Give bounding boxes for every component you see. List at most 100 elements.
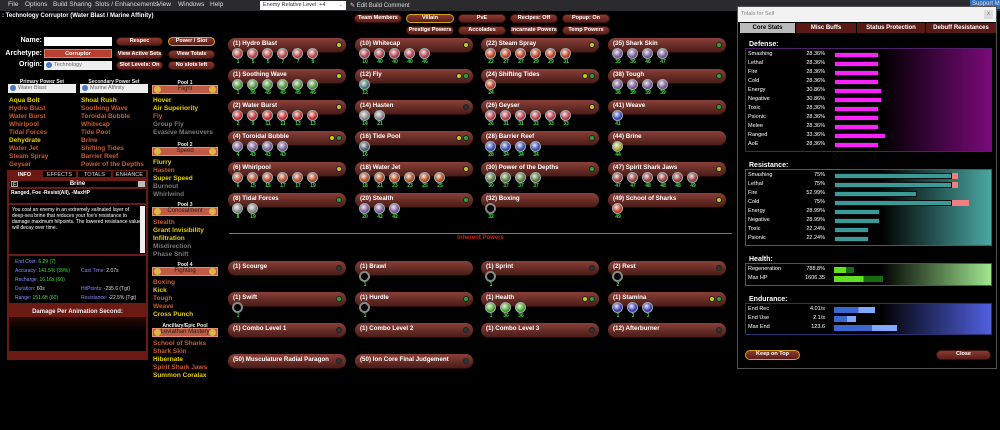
top-button-prestige-powers[interactable]: Prestige Powers xyxy=(406,26,454,35)
top-button-team-members[interactable]: Team Members xyxy=(354,14,402,23)
top-button-accolades[interactable]: Accolades xyxy=(458,26,506,35)
archetype-select[interactable]: Corruptor xyxy=(44,49,112,58)
enhancement-icon[interactable] xyxy=(530,48,541,59)
power-slot-spirit-shark-jaws[interactable]: (47) Spirit Shark Jaws xyxy=(608,162,726,176)
pool-select-leviathan-mastery[interactable]: Leviathan Mastery xyxy=(152,328,218,337)
power-flurry[interactable]: Flurry xyxy=(153,159,172,166)
power-slot-hasten[interactable]: (14) Hasten xyxy=(355,100,473,114)
enhancement-icon[interactable] xyxy=(307,172,318,183)
power-slot-combo-level-1[interactable]: (1) Combo Level 1 xyxy=(228,323,346,337)
power-school-of-sharks[interactable]: School of Sharks xyxy=(153,340,207,347)
power-hover[interactable]: Hover xyxy=(153,97,172,104)
enhancement-icon[interactable] xyxy=(530,141,541,152)
info-tab-enhance[interactable]: ENHANCE xyxy=(112,170,147,178)
power-grant-invisibility[interactable]: Grant Invisibility xyxy=(153,227,204,234)
enhancement-icon[interactable] xyxy=(485,48,496,59)
enhancement-icon[interactable] xyxy=(657,172,668,183)
enhancement-icon[interactable] xyxy=(672,172,683,183)
enhancement-icon[interactable] xyxy=(247,79,258,90)
power-whirlwind[interactable]: Whirlwind xyxy=(153,191,185,198)
power-power-of-the-depths[interactable]: Power of the Depths xyxy=(81,161,144,168)
power-slot-barrier-reef[interactable]: (28) Barrier Reef xyxy=(481,131,599,145)
enemy-level-select[interactable]: Enemy Relative Level: +4 ⌄ xyxy=(260,1,346,10)
enhancement-icon[interactable] xyxy=(307,48,318,59)
power-weave[interactable]: Weave xyxy=(153,303,174,310)
power-whirlpool[interactable]: Whirlpool xyxy=(9,121,39,128)
power-slot-hydro-blast[interactable]: (1) Hydro Blast xyxy=(228,38,346,52)
enhancement-icon[interactable] xyxy=(262,48,273,59)
enhancement-icon[interactable] xyxy=(277,110,288,121)
top-button-villain[interactable]: Villain xyxy=(406,14,454,23)
enhancement-icon[interactable] xyxy=(500,141,511,152)
power-slot-sprint[interactable]: (1) Sprint xyxy=(481,261,599,275)
menu-help[interactable]: Help xyxy=(210,1,224,8)
top-button-popup-on[interactable]: Popup: On xyxy=(562,14,610,23)
power-slot-scourge[interactable]: (1) Scourge xyxy=(228,261,346,275)
enhancement-icon[interactable] xyxy=(612,79,623,90)
power-slot-stamina[interactable]: (1) Stamina xyxy=(608,292,726,306)
totals-tab-core-stats[interactable]: Core Stats xyxy=(740,23,795,33)
enhancement-icon[interactable] xyxy=(642,48,653,59)
power-spirit-shark-jaws[interactable]: Spirit Shark Jaws xyxy=(153,364,208,371)
enhancement-icon[interactable] xyxy=(359,141,370,152)
enhancement-icon[interactable] xyxy=(277,141,288,152)
enhancement-icon[interactable] xyxy=(232,110,243,121)
enhancement-icon[interactable] xyxy=(485,141,496,152)
power-steam-spray[interactable]: Steam Spray xyxy=(9,153,49,160)
power-slot-steam-spray[interactable]: (22) Steam Spray xyxy=(481,38,599,52)
enhancement-icon[interactable] xyxy=(262,141,273,152)
enhancement-icon[interactable] xyxy=(657,79,668,90)
enhancement-icon[interactable] xyxy=(612,302,623,313)
enhancement-icon[interactable] xyxy=(612,141,623,152)
enhancement-icon[interactable] xyxy=(434,172,445,183)
enhancement-icon[interactable] xyxy=(485,110,496,121)
origin-select[interactable]: Technology xyxy=(44,61,112,70)
enhancement-icon[interactable] xyxy=(612,110,623,121)
power-slot-fly[interactable]: (12) Fly xyxy=(355,69,473,83)
totals-tab-misc-buffs[interactable]: Misc Buffs xyxy=(796,23,856,33)
enhancement-icon[interactable] xyxy=(530,172,541,183)
power-kick[interactable]: Kick xyxy=(153,287,167,294)
power-aqua-bolt[interactable]: Aqua Bolt xyxy=(9,97,40,104)
enhancement-icon[interactable] xyxy=(262,172,273,183)
enhancement-icon[interactable] xyxy=(419,172,430,183)
top-button-temp-powers[interactable]: Temp Powers xyxy=(562,26,610,35)
enhancement-icon[interactable] xyxy=(359,79,370,90)
power-whitecap[interactable]: Whitecap xyxy=(81,121,110,128)
empty-slot-icon[interactable] xyxy=(232,302,243,313)
enhancement-icon[interactable] xyxy=(404,48,415,59)
power-slot-combo-level-2[interactable]: (1) Combo Level 2 xyxy=(355,323,473,337)
enhancement-icon[interactable] xyxy=(277,172,288,183)
enhance-icon[interactable] xyxy=(138,181,145,187)
enhancement-icon[interactable] xyxy=(262,79,273,90)
enhancement-icon[interactable] xyxy=(292,172,303,183)
enhancement-icon[interactable] xyxy=(485,172,496,183)
power-fly[interactable]: Fly xyxy=(153,113,163,120)
power-toroidal-bubble[interactable]: Toroidal Bubble xyxy=(81,113,130,120)
edit-build-comment-button[interactable]: ✎ Edit Build Comment xyxy=(350,3,410,9)
enhancement-icon[interactable] xyxy=(359,110,370,121)
power-slot-shifting-tides[interactable]: (24) Shifting Tides xyxy=(481,69,599,83)
power-hibernate[interactable]: Hibernate xyxy=(153,356,183,363)
enhancement-icon[interactable] xyxy=(642,302,653,313)
power-slot-tidal-forces[interactable]: (8) Tidal Forces xyxy=(228,193,346,207)
info-tab-totals[interactable]: TOTALS xyxy=(77,170,112,178)
power-summon-coralax[interactable]: Summon Coralax xyxy=(153,372,207,379)
enhancement-icon[interactable] xyxy=(545,48,556,59)
power-slot-geyser[interactable]: (26) Geyser xyxy=(481,100,599,114)
enhancement-icon[interactable] xyxy=(247,141,258,152)
enhancement-icon[interactable] xyxy=(500,302,511,313)
support-button[interactable]: Support Me xyxy=(970,0,1000,9)
enhancement-icon[interactable] xyxy=(262,110,273,121)
menu-file[interactable]: File xyxy=(8,1,19,8)
enhancement-icon[interactable] xyxy=(612,172,623,183)
menu-view[interactable]: View xyxy=(157,1,171,8)
enhancement-icon[interactable] xyxy=(500,110,511,121)
enhancement-icon[interactable] xyxy=(232,48,243,59)
enhancement-icon[interactable] xyxy=(292,48,303,59)
enhancement-icon[interactable] xyxy=(232,203,243,214)
enhancement-icon[interactable] xyxy=(374,203,385,214)
power-slot-shark-skin[interactable]: (35) Shark Skin xyxy=(608,38,726,52)
power-slot-water-jet[interactable]: (18) Water Jet xyxy=(355,162,473,176)
power-hydro-blast[interactable]: Hydro Blast xyxy=(9,105,46,112)
